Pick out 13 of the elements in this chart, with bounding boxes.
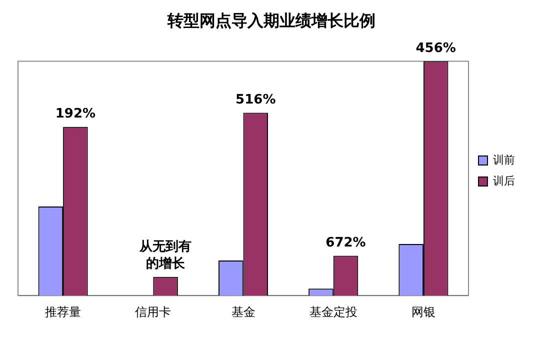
x-tick-label: 推荐量 [45,304,82,319]
annotation: 456% [416,41,456,56]
x-tick-label: 信用卡 [135,304,172,319]
annotation: 672% [326,236,366,251]
x-tick-label: 基金定投 [309,304,358,319]
x-tick-label: 基金 [231,304,256,319]
chart-title: 转型网点导入期业绩增长比例 [166,10,376,30]
legend-label: 训后 [493,174,515,188]
annotation: 从无到有的增长 [138,240,192,272]
annotation: 192% [55,106,96,122]
annotation: 516% [236,92,276,108]
x-tick-label: 网银 [411,304,436,319]
legend-label: 训前 [493,153,515,166]
